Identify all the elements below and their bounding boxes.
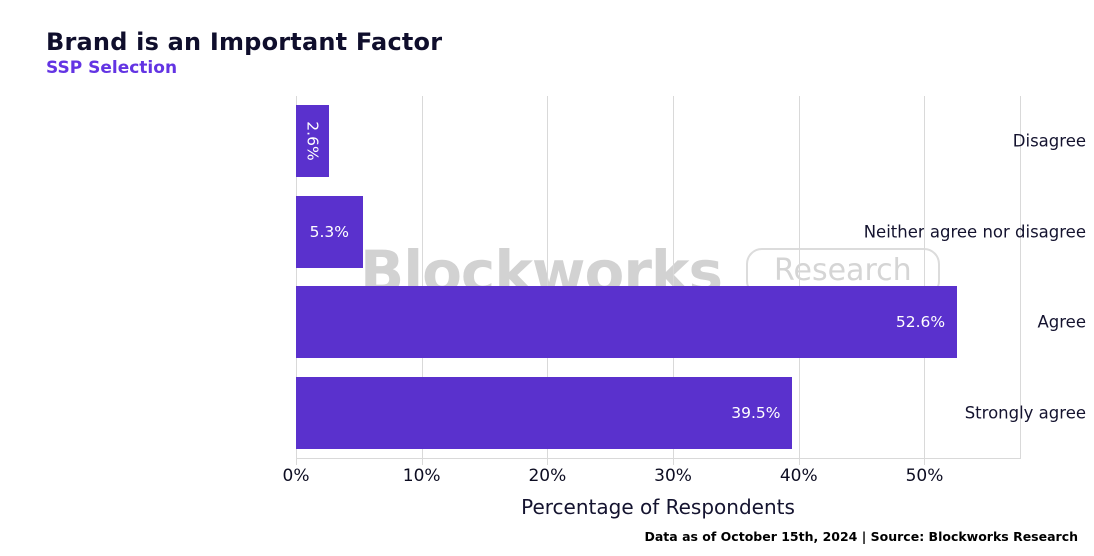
gridline (798, 96, 800, 458)
plot-area: Blockworks Research 2.6% 5.3% 52.6% 39.5% (296, 96, 1021, 459)
x-tick-label: 0% (282, 466, 310, 486)
bar-value-label: 52.6% (895, 313, 946, 331)
x-tick-label: 40% (779, 466, 818, 486)
tick-mark (296, 459, 297, 465)
tick-mark (798, 459, 800, 465)
x-axis-label: Percentage of Respondents (521, 495, 795, 519)
bar-disagree: 2.6% (296, 105, 329, 177)
bar-row: 52.6% (296, 277, 1020, 368)
category-label: Agree (1037, 312, 1087, 332)
bar-strongly-agree: 39.5% (296, 376, 793, 449)
gridline (296, 96, 297, 458)
category-label: Strongly agree (964, 403, 1086, 423)
bar-value-label: 5.3% (309, 222, 349, 241)
source-note: Data as of October 15th, 2024 | Source: … (644, 529, 1079, 544)
gridline (924, 96, 926, 458)
bar-row: 5.3% (296, 187, 1020, 278)
category-label: Neither agree nor disagree (863, 222, 1086, 242)
bar-row: 39.5% (296, 368, 1020, 459)
x-tick-label: 50% (905, 466, 944, 486)
x-tick-label: 10% (402, 466, 441, 486)
x-tick-label: 30% (654, 466, 692, 486)
tick-mark (924, 459, 926, 465)
bar-row: 2.6% (296, 96, 1020, 187)
bar-value-label: 2.6% (303, 121, 322, 161)
bar-agree: 52.6% (296, 286, 958, 358)
bar-neither-agree-nor-disagree: 5.3% (296, 195, 363, 268)
gridline (673, 96, 675, 458)
tick-mark (421, 459, 423, 465)
category-label: Disagree (1012, 131, 1086, 151)
tick-mark (547, 459, 549, 465)
chart-subtitle: SSP Selection (46, 58, 178, 78)
tick-mark (673, 459, 675, 465)
gridline (421, 96, 423, 458)
gridline (547, 96, 549, 458)
x-tick-label: 20% (528, 466, 567, 486)
bar-value-label: 39.5% (731, 403, 781, 422)
chart-title: Brand is an Important Factor (46, 28, 443, 56)
